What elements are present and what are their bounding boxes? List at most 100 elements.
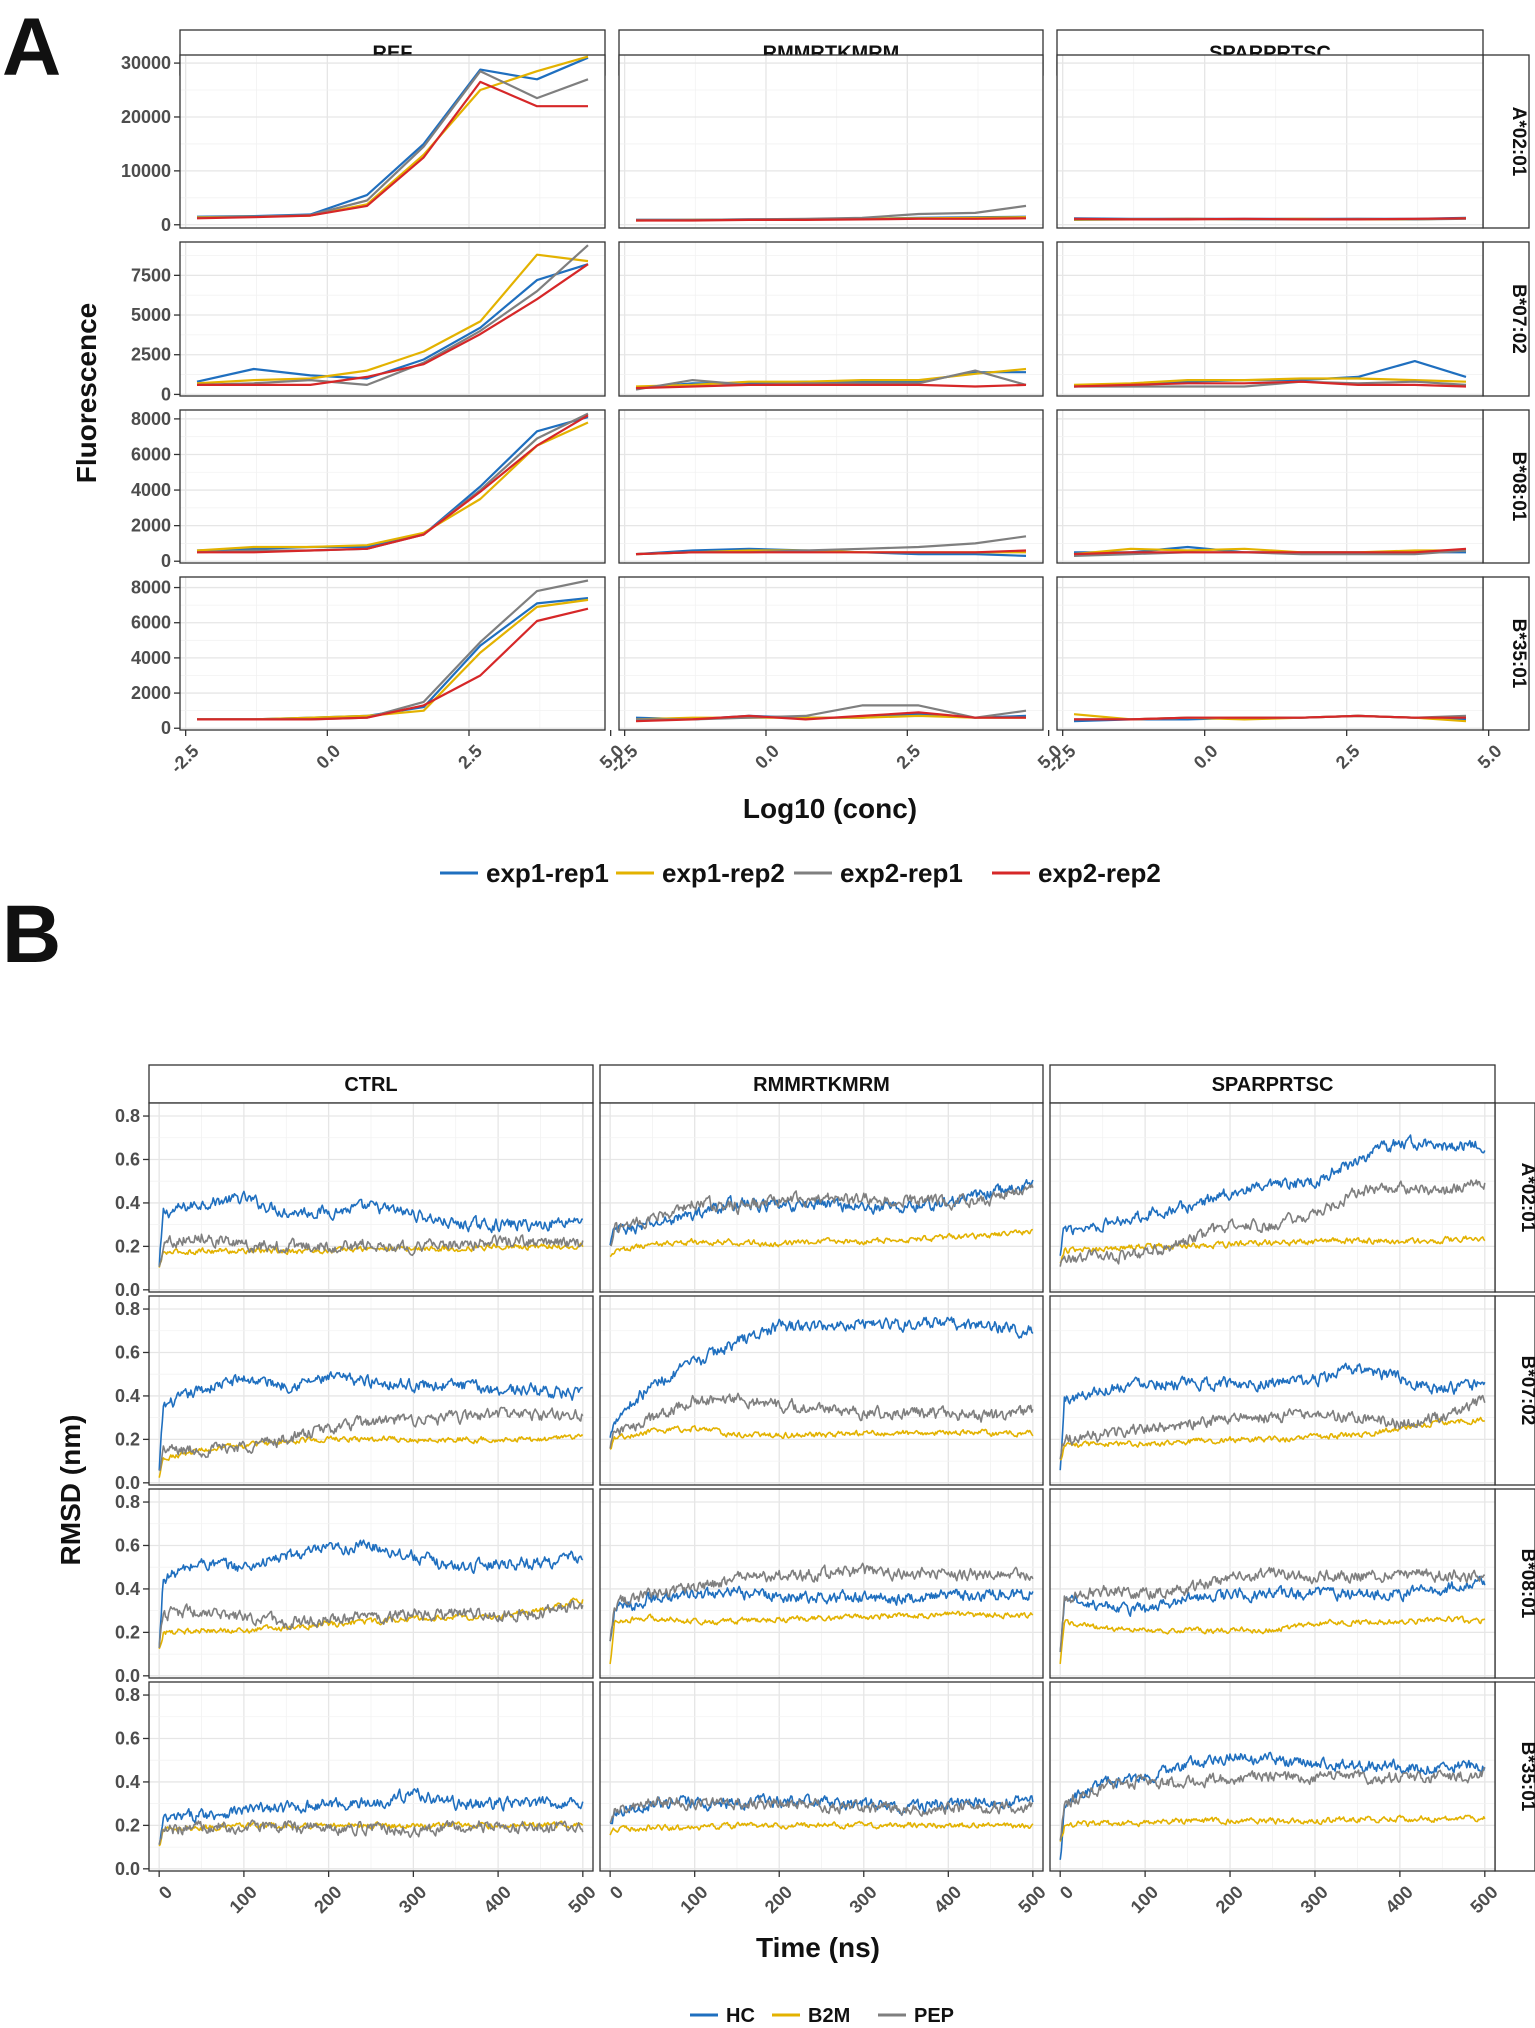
y-tick-label: 0: [161, 384, 171, 404]
x-tick-label: 0.0: [751, 741, 783, 773]
series-line-exp2-rep2: [1073, 380, 1467, 388]
row-strip: [1482, 576, 1530, 731]
series-line-b2m: [609, 1228, 1033, 1258]
row-strip: [1494, 1295, 1535, 1486]
column-strip: [599, 1064, 1044, 1104]
series-line-pep: [1059, 1566, 1486, 1652]
x-tick-label: 0: [1056, 1882, 1077, 1903]
facet-panel: [179, 54, 606, 229]
facet-panel: [618, 409, 1044, 564]
facet-panel: [1056, 241, 1484, 397]
panel-border: [618, 54, 1044, 229]
row-strip: [1494, 1681, 1535, 1872]
series-line-b2m: [1059, 1235, 1486, 1264]
panel-border: [599, 1102, 1044, 1293]
x-tick-label: 300: [1297, 1882, 1332, 1917]
series-line-hc: [1059, 1134, 1486, 1256]
series-line-exp2-rep2: [635, 711, 1026, 723]
panel-border: [148, 1295, 594, 1486]
y-tick-label: 0.8: [115, 1299, 140, 1319]
panel-border: [599, 1488, 1044, 1679]
x-tick-label: 2.5: [1332, 741, 1364, 773]
series-line-pep: [158, 1600, 584, 1648]
series-line-exp2-rep2: [635, 383, 1027, 390]
series-line-hc: [609, 1179, 1034, 1246]
y-tick-label: 0.6: [115, 1149, 140, 1169]
series-line-exp2-rep2: [1073, 547, 1467, 556]
series-line-hc: [158, 1787, 584, 1845]
column-strip: [1049, 1064, 1496, 1104]
series-line-hc: [158, 1190, 584, 1267]
panel-a-letter: A: [2, 2, 61, 93]
series-line-b2m: [158, 1433, 584, 1478]
series-line-exp2-rep1: [1074, 380, 1467, 388]
x-axis-title: Log10 (conc): [743, 793, 917, 824]
y-tick-label: 8000: [131, 409, 171, 429]
panel-background: [1057, 410, 1483, 563]
legend-label: exp1-rep1: [486, 858, 609, 888]
series-line-exp1-rep2: [196, 253, 589, 385]
y-tick-label: 0.6: [115, 1342, 140, 1362]
legend-label: PEP: [914, 2005, 954, 2027]
row-strip: [1494, 1488, 1535, 1679]
facet-panel: [599, 1681, 1044, 1872]
panel-background: [180, 55, 605, 228]
series-line-pep: [1059, 1766, 1486, 1841]
series-line-exp2-rep1: [635, 369, 1027, 391]
series-line-exp2-rep2: [196, 80, 588, 220]
y-axis-title: Fluorescence: [71, 303, 102, 484]
x-tick-label: 300: [845, 1882, 880, 1917]
series-line-pep: [158, 1819, 584, 1845]
panel-border: [179, 576, 606, 731]
panel-border: [618, 241, 1044, 397]
x-tick-label: 200: [761, 1882, 796, 1917]
panel-border: [1049, 1681, 1496, 1872]
series-line-hc: [609, 1316, 1034, 1438]
facet-panel: [179, 241, 606, 397]
x-tick-label: 100: [226, 1882, 261, 1917]
legend-label: exp2-rep1: [840, 858, 963, 888]
series-line-hc: [609, 1793, 1034, 1825]
series-line-exp1-rep2: [1073, 547, 1466, 556]
facet-panel: [179, 576, 606, 731]
y-tick-label: 0.0: [115, 1666, 140, 1686]
x-tick-label: 2.5: [892, 741, 924, 773]
y-tick-label: 10000: [121, 161, 171, 181]
panel-border: [148, 1681, 594, 1872]
x-axis-title: Time (ns): [756, 1932, 880, 1963]
x-tick-label: 200: [310, 1882, 345, 1917]
x-tick-label: 100: [1127, 1882, 1162, 1917]
panel-border: [179, 241, 606, 397]
y-tick-label: 20000: [121, 107, 171, 127]
series-line-b2m: [1059, 1814, 1486, 1842]
facet-panel: [1049, 1488, 1496, 1679]
y-tick-label: 0.4: [115, 1193, 140, 1213]
facet-panel: [618, 241, 1044, 397]
x-tick-label: -2.5: [167, 741, 203, 777]
x-tick-label: 500: [564, 1882, 599, 1917]
y-tick-label: 0.0: [115, 1280, 140, 1300]
row-strip-label: B*08:01: [1508, 452, 1529, 522]
facet-panel: [148, 1295, 594, 1486]
row-strip-label: B*35:01: [1508, 619, 1529, 689]
facet-panel: [618, 576, 1044, 731]
y-tick-label: 2000: [131, 516, 171, 536]
y-tick-label: 0: [161, 718, 171, 738]
series-line-pep: [609, 1184, 1034, 1247]
y-tick-label: 4000: [131, 648, 171, 668]
y-tick-label: 8000: [131, 578, 171, 598]
row-strip-label: B*07:02: [1517, 1356, 1535, 1426]
y-tick-label: 6000: [131, 613, 171, 633]
panel-border: [1056, 241, 1484, 397]
panel-border: [1056, 409, 1484, 564]
series-line-exp2-rep2: [635, 549, 1027, 556]
y-tick-label: 0.6: [115, 1728, 140, 1748]
row-strip-label: B*08:01: [1517, 1549, 1535, 1619]
panel-background: [1057, 577, 1483, 730]
series-line-exp2-rep2: [1074, 714, 1466, 721]
panel-border: [179, 54, 606, 229]
series-line-hc: [609, 1585, 1034, 1642]
y-tick-label: 4000: [131, 480, 171, 500]
y-tick-label: 0.8: [115, 1106, 140, 1126]
